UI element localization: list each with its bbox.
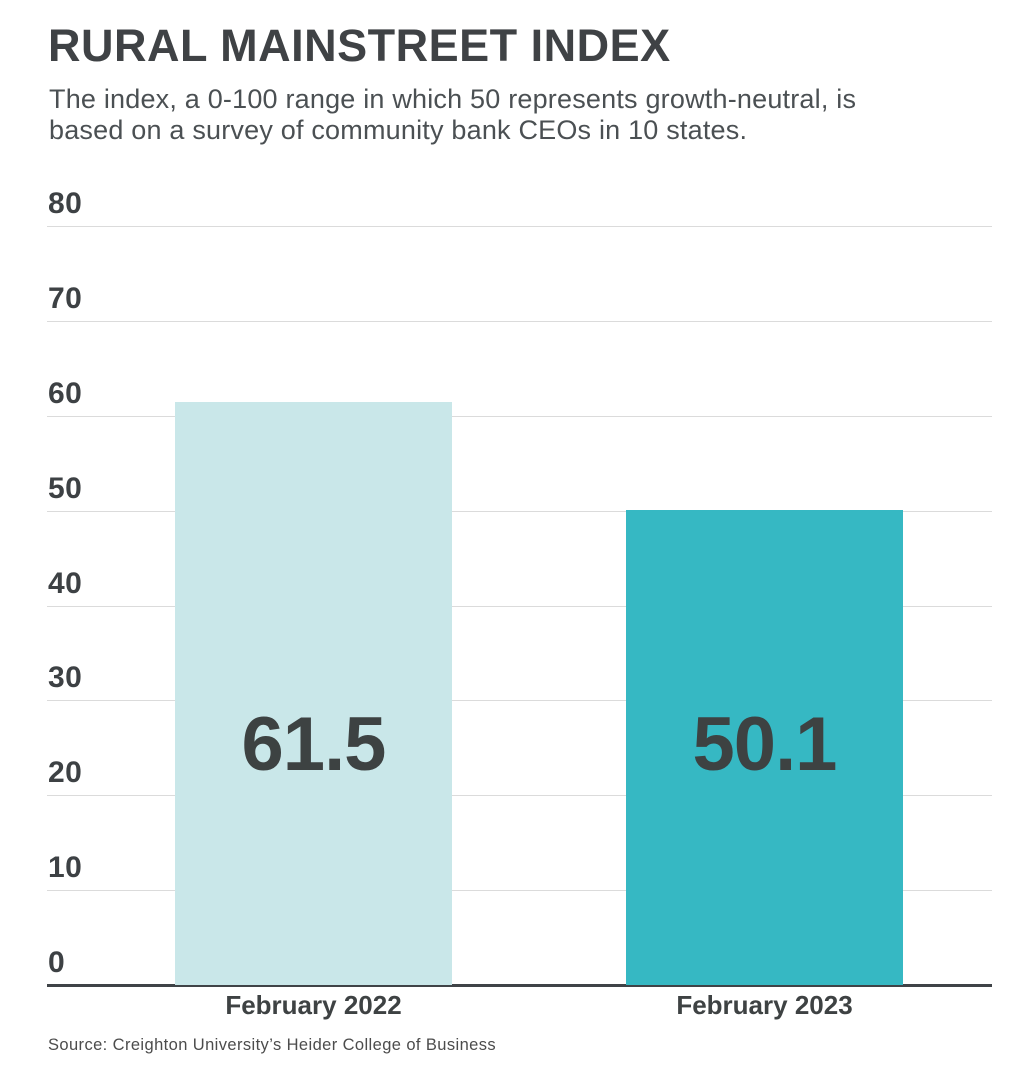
chart-subtitle-line-1: The index, a 0-100 range in which 50 rep… [49, 84, 857, 114]
y-tick-label: 30 [48, 661, 83, 694]
y-tick-label: 10 [48, 851, 83, 884]
chart-subtitle: The index, a 0-100 range in which 50 rep… [49, 84, 856, 146]
chart-subtitle-line-2: based on a survey of community bank CEOs… [49, 115, 748, 145]
y-tick-label: 40 [48, 567, 83, 600]
gridline [47, 606, 992, 607]
y-tick-label: 50 [48, 472, 83, 505]
x-category-label: February 2022 [225, 990, 402, 1020]
bar-february-2022 [175, 401, 452, 985]
x-axis-line [47, 984, 992, 987]
gridline [47, 226, 992, 227]
gridline [47, 890, 992, 891]
gridline [47, 700, 992, 701]
bar-value-label: 50.1 [692, 702, 838, 787]
bar-value-label: 61.5 [241, 702, 387, 787]
gridline [47, 321, 992, 322]
y-tick-label: 70 [48, 282, 83, 315]
chart-title: RURAL MAINSTREET INDEX [48, 20, 671, 71]
bar-february-2023 [626, 509, 903, 985]
gridline [47, 416, 992, 417]
y-tick-label: 80 [48, 187, 83, 220]
gridline [47, 511, 992, 512]
y-tick-label: 60 [48, 377, 83, 410]
source-credit: Source: Creighton University’s Heider Co… [48, 1036, 497, 1054]
gridline [47, 795, 992, 796]
x-category-label: February 2023 [676, 990, 853, 1020]
y-tick-label: 0 [48, 946, 66, 979]
y-tick-label: 20 [48, 756, 83, 789]
